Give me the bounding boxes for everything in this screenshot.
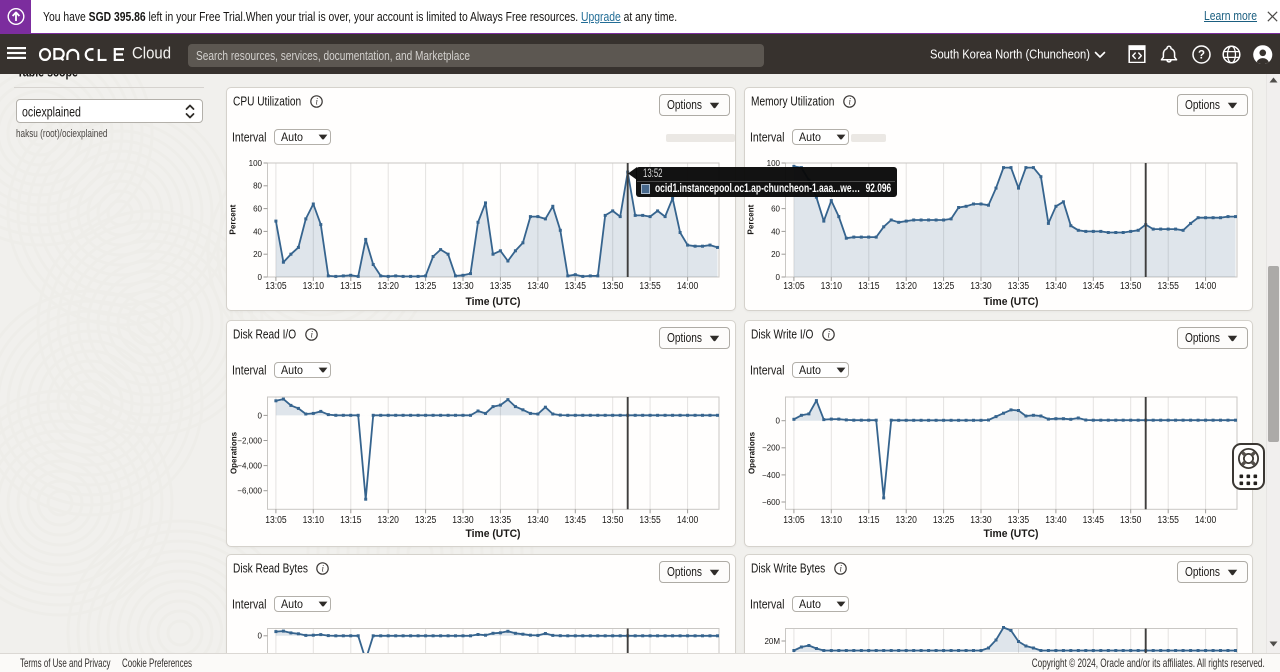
svg-text:13:15: 13:15: [858, 281, 880, 292]
svg-text:13:20: 13:20: [378, 281, 400, 292]
svg-text:100: 100: [767, 159, 781, 168]
svg-text:−4,000: −4,000: [237, 462, 262, 471]
svg-text:20: 20: [253, 250, 262, 259]
svg-text:?: ?: [1197, 49, 1204, 61]
svg-text:13:10: 13:10: [303, 515, 325, 526]
svg-text:13:20: 13:20: [896, 281, 918, 292]
svg-text:13:25: 13:25: [415, 515, 437, 526]
svg-text:13:25: 13:25: [933, 515, 955, 526]
svg-text:100: 100: [249, 159, 263, 168]
svg-text:20: 20: [771, 250, 780, 259]
svg-text:13:15: 13:15: [340, 515, 362, 526]
svg-text:13:05: 13:05: [265, 515, 287, 526]
svg-text:13:25: 13:25: [415, 281, 437, 292]
svg-text:0: 0: [776, 417, 781, 426]
svg-text:14:00: 14:00: [677, 515, 699, 526]
svg-text:13:45: 13:45: [565, 515, 587, 526]
svg-text:13:30: 13:30: [452, 515, 474, 526]
svg-text:60: 60: [253, 205, 262, 214]
svg-text:13:30: 13:30: [970, 281, 992, 292]
svg-text:0: 0: [776, 273, 781, 282]
svg-text:−400: −400: [762, 471, 781, 480]
svg-text:13:20: 13:20: [378, 515, 400, 526]
svg-text:i: i: [310, 329, 313, 339]
svg-text:Percent: Percent: [746, 204, 756, 234]
svg-text:14:00: 14:00: [1195, 515, 1217, 526]
svg-text:13:55: 13:55: [1158, 281, 1180, 292]
svg-text:i: i: [827, 329, 830, 339]
svg-text:13:05: 13:05: [783, 515, 805, 526]
svg-text:40: 40: [771, 227, 780, 236]
svg-text:80: 80: [253, 182, 262, 191]
svg-text:13:35: 13:35: [1008, 515, 1030, 526]
svg-text:Time (UTC): Time (UTC): [984, 528, 1039, 540]
svg-text:13:15: 13:15: [340, 281, 362, 292]
svg-text:13:40: 13:40: [527, 281, 549, 292]
svg-text:13:50: 13:50: [602, 515, 624, 526]
svg-text:13:10: 13:10: [821, 281, 843, 292]
svg-text:13:45: 13:45: [1083, 281, 1105, 292]
svg-text:13:40: 13:40: [1045, 515, 1067, 526]
svg-text:i: i: [315, 96, 318, 106]
svg-text:0: 0: [258, 411, 263, 420]
svg-text:13:10: 13:10: [303, 281, 325, 292]
svg-text:Time (UTC): Time (UTC): [984, 296, 1039, 308]
svg-text:13:40: 13:40: [1045, 281, 1067, 292]
svg-text:13:30: 13:30: [452, 281, 474, 292]
svg-text:0: 0: [258, 273, 263, 282]
svg-text:i: i: [839, 563, 842, 573]
svg-text:14:00: 14:00: [677, 281, 699, 292]
svg-text:13:15: 13:15: [858, 515, 880, 526]
svg-text:−600: −600: [762, 498, 781, 507]
svg-text:Percent: Percent: [228, 204, 238, 234]
svg-text:13:50: 13:50: [1120, 515, 1142, 526]
svg-text:−2,000: −2,000: [237, 436, 262, 445]
svg-text:13:40: 13:40: [527, 515, 549, 526]
svg-text:13:50: 13:50: [602, 281, 624, 292]
svg-text:−6,000: −6,000: [237, 487, 262, 496]
svg-text:13:45: 13:45: [1083, 515, 1105, 526]
svg-text:13:55: 13:55: [639, 281, 661, 292]
svg-text:20M: 20M: [764, 637, 780, 646]
svg-text:13:35: 13:35: [1008, 281, 1030, 292]
svg-text:14:00: 14:00: [1195, 281, 1217, 292]
svg-text:Operations: Operations: [228, 432, 238, 474]
svg-text:13:55: 13:55: [1158, 515, 1180, 526]
svg-text:0: 0: [258, 632, 263, 641]
svg-text:Operations: Operations: [746, 432, 756, 474]
svg-text:13:25: 13:25: [933, 281, 955, 292]
svg-text:13:05: 13:05: [265, 281, 287, 292]
svg-text:13:05: 13:05: [783, 281, 805, 292]
svg-text:13:45: 13:45: [565, 281, 587, 292]
svg-text:−200: −200: [762, 444, 781, 453]
svg-text:i: i: [322, 563, 325, 573]
svg-text:13:35: 13:35: [490, 281, 512, 292]
svg-text:Time (UTC): Time (UTC): [466, 296, 521, 308]
svg-text:13:10: 13:10: [821, 515, 843, 526]
svg-text:13:50: 13:50: [1120, 281, 1142, 292]
svg-text:i: i: [848, 96, 851, 106]
svg-text:13:55: 13:55: [639, 515, 661, 526]
svg-text:Time (UTC): Time (UTC): [466, 528, 521, 540]
svg-text:13:35: 13:35: [490, 515, 512, 526]
svg-text:13:20: 13:20: [896, 515, 918, 526]
svg-text:40: 40: [253, 227, 262, 236]
svg-text:13:30: 13:30: [970, 515, 992, 526]
svg-text:60: 60: [771, 205, 780, 214]
